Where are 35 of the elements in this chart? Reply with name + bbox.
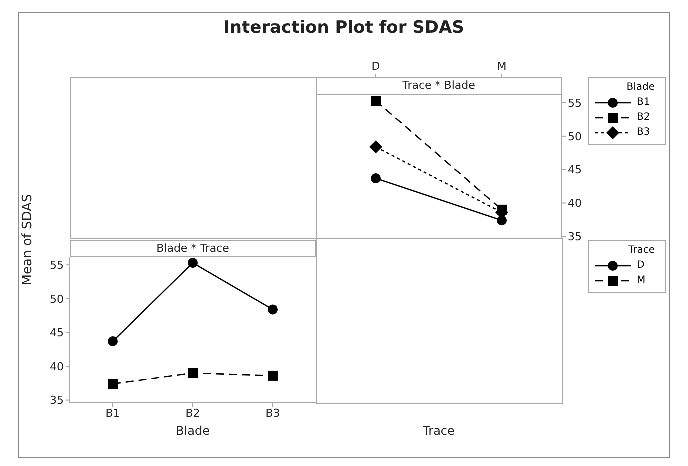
y-axis-title: Mean of SDAS: [20, 194, 36, 286]
chart-subtitle: Blade * Trace: [70, 240, 316, 257]
point: [371, 96, 381, 106]
y-tick-label: 40: [50, 360, 64, 374]
legend-title: Blade: [626, 82, 656, 93]
x-tick-label: B3: [266, 406, 280, 420]
point: [370, 140, 382, 154]
y-tick-label: 50: [50, 292, 64, 306]
x-axis-title: Blade: [175, 424, 211, 438]
y-tick-label: 45: [568, 164, 582, 177]
y-tick-label: 55: [568, 96, 582, 110]
legend-label: B3: [637, 127, 650, 138]
legend-label: D: [637, 260, 645, 271]
y-tick-label: 50: [568, 130, 582, 144]
point: [371, 174, 381, 184]
y-tick-label: 55: [50, 259, 64, 272]
point: [268, 370, 278, 381]
point: [268, 304, 278, 315]
legend-title: Trace: [627, 245, 656, 256]
chart-subtitle: Trace * Blade: [316, 77, 562, 95]
legend-label: M: [637, 275, 646, 286]
point: [188, 368, 198, 378]
x-axis-title: Trace: [422, 424, 456, 438]
legend-label: B1: [637, 97, 650, 108]
legend-label: B2: [637, 112, 650, 123]
y-tick-label: 45: [50, 326, 64, 340]
point: [108, 336, 118, 346]
point: [188, 258, 198, 268]
y-tick-label: 35: [50, 394, 64, 408]
x-tick-label: B2: [186, 406, 200, 420]
chart-title: Interaction Plot for SDAS: [222, 18, 466, 38]
y-tick-label: 35: [568, 230, 582, 244]
x-tick-label: B1: [106, 406, 120, 420]
y-tick-label: 40: [568, 197, 582, 210]
point: [108, 379, 118, 390]
